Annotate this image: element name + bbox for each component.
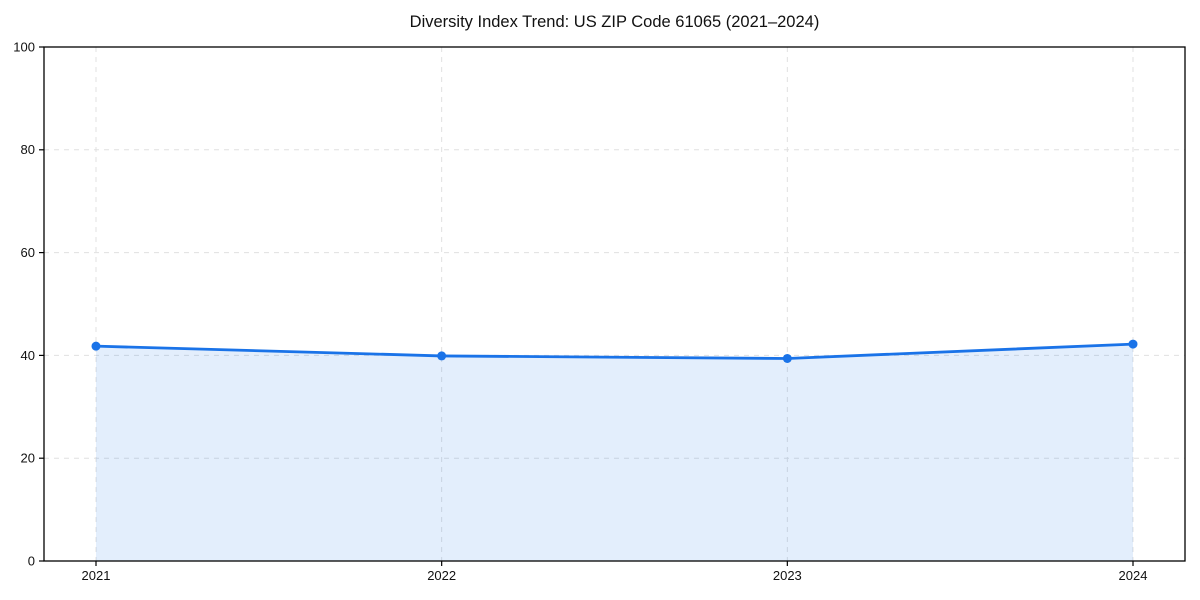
y-axis-tick-label: 100	[13, 39, 35, 54]
x-axis-tick-label: 2021	[82, 568, 111, 583]
plot-border	[43, 46, 1186, 562]
data-point-marker	[91, 341, 101, 351]
y-axis-tick-label: 0	[28, 553, 35, 568]
data-point-marker	[782, 353, 792, 363]
x-axis-tick-label: 2022	[427, 568, 456, 583]
y-axis-tick-label: 60	[21, 245, 35, 260]
data-point-marker	[437, 351, 447, 361]
x-axis-tick-label: 2023	[773, 568, 802, 583]
trend-line	[94, 342, 1135, 360]
y-axis-tick-label: 40	[21, 348, 35, 363]
x-axis-tick-label: 2024	[1119, 568, 1148, 583]
area-fill	[96, 344, 1133, 561]
y-axis-tick-label: 80	[21, 142, 35, 157]
y-axis-tick-label: 20	[21, 451, 35, 466]
data-point-marker	[1128, 339, 1138, 349]
chart-title: Diversity Index Trend: US ZIP Code 61065…	[409, 13, 820, 31]
